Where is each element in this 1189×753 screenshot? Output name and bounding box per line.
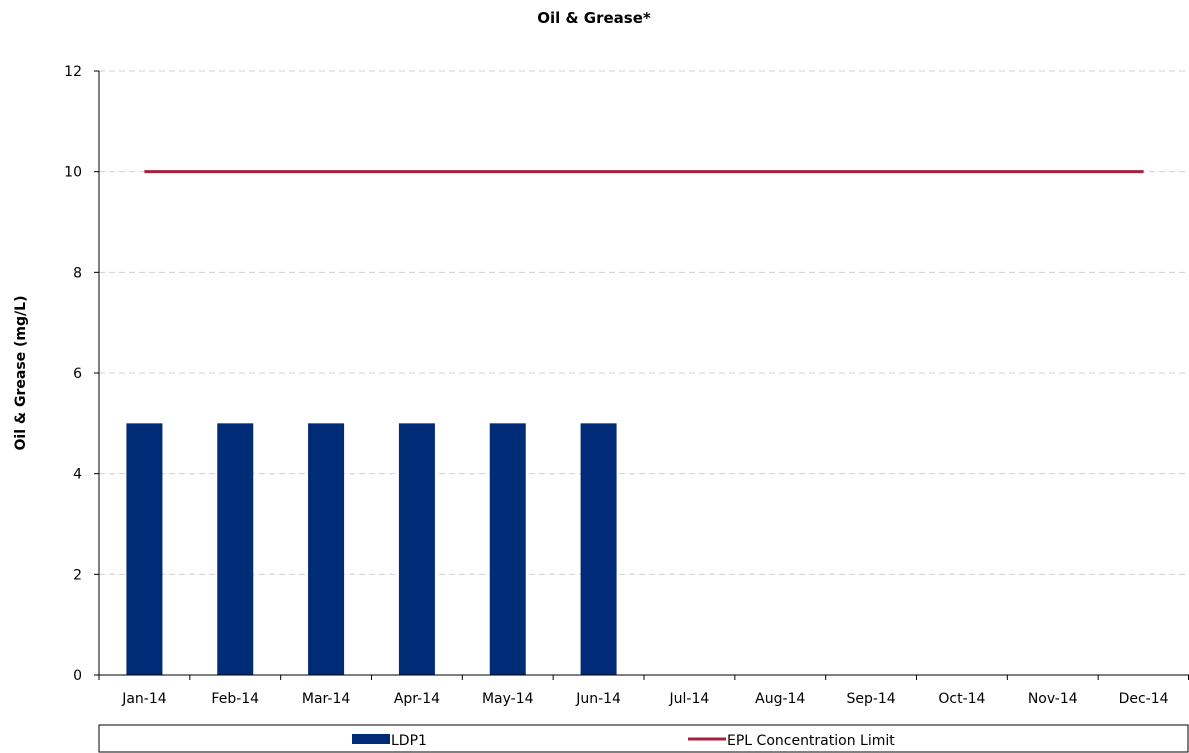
x-tick-label: Jan-14	[121, 691, 167, 707]
legend-swatch-ldp1	[352, 734, 390, 744]
chart-title: Oil & Grease*	[537, 9, 651, 27]
y-tick-label: 4	[73, 467, 82, 483]
y-axis-label: Oil & Grease (mg/L)	[13, 296, 29, 451]
legend: LDP1 EPL Concentration Limit	[98, 724, 1189, 753]
x-tick-label: Dec-14	[1119, 691, 1169, 707]
bar-apr-14	[398, 423, 435, 675]
y-tick-label: 12	[64, 64, 82, 80]
bar-may-14	[489, 423, 526, 675]
x-tick-label: Apr-14	[394, 691, 440, 707]
x-tick-label: Feb-14	[211, 691, 259, 707]
x-tick-label: Oct-14	[938, 691, 985, 707]
x-tick-label: Sep-14	[846, 691, 895, 707]
legend-label-ldp1: LDP1	[391, 733, 427, 749]
x-tick-label: Jul-14	[669, 691, 710, 707]
y-tick-label: 0	[73, 668, 82, 684]
gridlines	[99, 70, 1189, 575]
y-tick-label: 6	[73, 366, 82, 382]
bar-mar-14	[308, 423, 345, 675]
x-tick-label: May-14	[482, 691, 534, 707]
bar-series-ldp1	[126, 423, 617, 675]
bar-jun-14	[580, 423, 617, 675]
bar-feb-14	[217, 423, 254, 675]
x-tick-label: Nov-14	[1028, 691, 1078, 707]
legend-label-epl-limit: EPL Concentration Limit	[727, 733, 895, 749]
y-tick-label: 10	[64, 165, 82, 181]
y-tick-label: 8	[73, 265, 82, 281]
bar-jan-14	[126, 423, 163, 675]
x-tick-label: Jun-14	[575, 691, 621, 707]
y-tick-label: 2	[73, 567, 82, 583]
legend-box	[98, 724, 1189, 753]
x-tick-label: Aug-14	[755, 691, 805, 707]
axes: 0 2 4 6 8 10 12 Jan-14 Feb-14 Mar-14 Apr-14 May-14 J…	[64, 64, 1189, 707]
x-tick-label: Mar-14	[302, 691, 350, 707]
